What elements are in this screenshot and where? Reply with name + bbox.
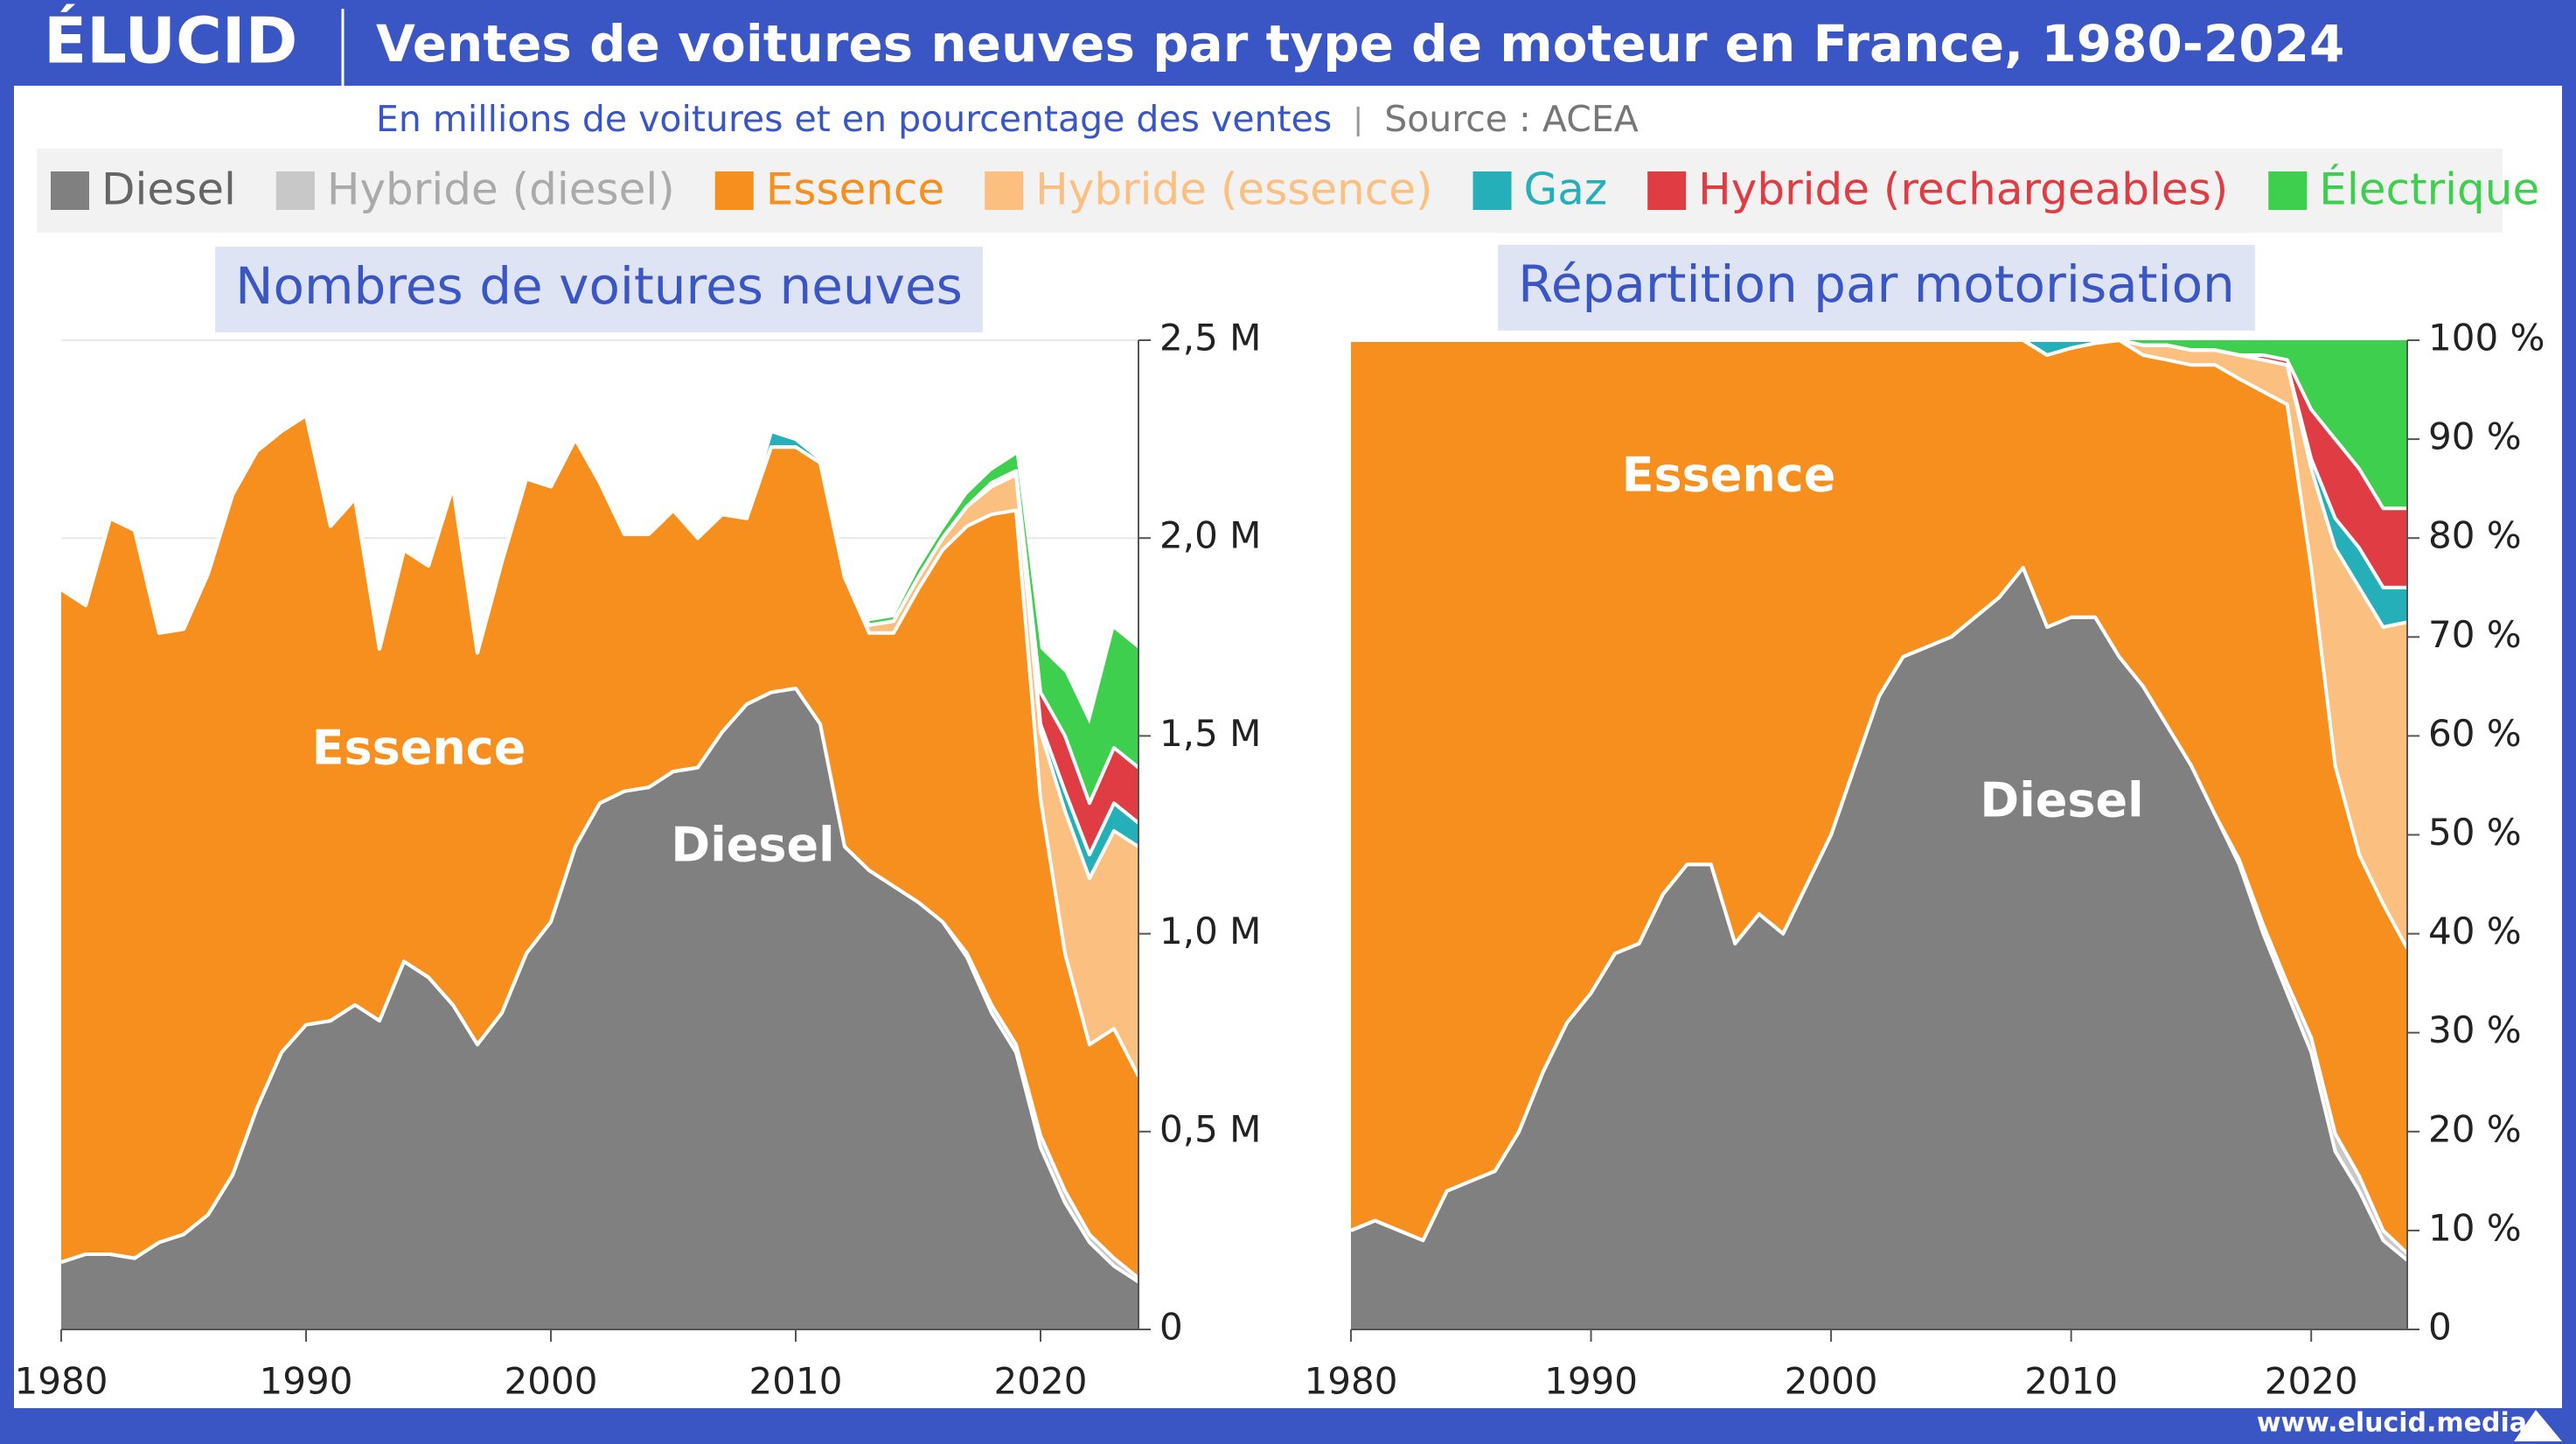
annotation: Diesel: [1980, 773, 2143, 828]
y-tick-label: 0: [2428, 1306, 2452, 1349]
y-tick-label: 80 %: [2428, 514, 2522, 557]
y-tick-label: 1,0 M: [1159, 910, 1261, 952]
area: [61, 415, 1138, 1279]
footer-url: www.elucid.media: [2257, 1408, 2527, 1439]
x-tick-label: 1980: [1305, 1360, 1398, 1403]
x-tick-label: 2020: [2265, 1360, 2358, 1403]
x-tick-label: 2010: [2024, 1360, 2118, 1403]
legend-label: Hybride (essence): [1035, 164, 1432, 215]
legend-label: Essence: [766, 164, 944, 215]
x-tick-label: 2000: [505, 1360, 598, 1403]
area: [1351, 340, 2407, 1253]
brand: ÉLUCID: [44, 4, 297, 78]
legend-label: Électrique: [2319, 164, 2539, 215]
area-outline: [1350, 566, 2409, 1255]
panel-title-background: [215, 247, 983, 332]
footer-band: [0, 1408, 2576, 1444]
legend-swatch: [1647, 171, 1687, 210]
legend-label: Diesel: [101, 164, 236, 215]
y-tick-label: 1,5 M: [1159, 712, 1261, 755]
annotation: Essence: [312, 721, 526, 776]
annotation: Diesel: [671, 818, 834, 873]
source: Source : ACEA: [1384, 98, 1639, 140]
legend-swatch: [51, 171, 89, 210]
y-tick-label: 70 %: [2428, 613, 2522, 656]
frame-right: [2562, 0, 2576, 1444]
legend-swatch: [2268, 171, 2308, 210]
y-tick-label: 50 %: [2428, 811, 2522, 854]
x-tick-label: 2000: [1785, 1360, 1878, 1403]
legend-swatch: [985, 171, 1024, 210]
footer-logo: [2514, 1410, 2562, 1441]
y-tick-label: 2,0 M: [1159, 514, 1261, 557]
panel-title-background: [1498, 245, 2255, 331]
legend-swatch: [1472, 171, 1512, 210]
panel-title: Répartition par motorisation: [1518, 255, 2235, 314]
legend-swatch: [714, 171, 754, 210]
y-tick-label: 10 %: [2428, 1206, 2522, 1249]
x-tick-label: 1990: [1544, 1360, 1638, 1403]
area-outline: [1351, 338, 2407, 511]
legend-swatch: [275, 171, 315, 210]
x-tick-label: 1980: [15, 1360, 108, 1403]
x-tick-label: 1990: [260, 1360, 353, 1403]
annotation: Essence: [1622, 448, 1836, 503]
subtitle: En millions de voitures et en pourcentag…: [376, 98, 1332, 140]
header-band: [0, 0, 2576, 86]
y-tick-label: 0: [1159, 1306, 1183, 1349]
y-tick-label: 60 %: [2428, 712, 2522, 755]
y-tick-label: 90 %: [2428, 415, 2522, 458]
y-tick-label: 2,5 M: [1159, 317, 1261, 359]
legend-label: Gaz: [1524, 164, 1608, 215]
x-tick-label: 2020: [994, 1360, 1088, 1403]
legend-background: [37, 149, 2503, 233]
y-tick-label: 100 %: [2428, 317, 2545, 359]
panel-title: Nombres de voitures neuves: [235, 256, 963, 316]
y-tick-label: 30 %: [2428, 1008, 2522, 1051]
y-tick-label: 0,5 M: [1159, 1107, 1261, 1150]
legend-label: Hybride (rechargeables): [1698, 164, 2228, 215]
x-tick-label: 2010: [749, 1360, 843, 1403]
y-tick-label: 40 %: [2428, 910, 2522, 952]
title: Ventes de voitures neuves par type de mo…: [376, 14, 2344, 73]
area: [1351, 340, 2407, 509]
legend-label: Hybride (diesel): [327, 164, 675, 215]
frame-left: [0, 0, 14, 1444]
y-tick-label: 20 %: [2428, 1107, 2522, 1150]
area-outline: [59, 414, 1140, 806]
area: [61, 688, 1138, 1329]
area-outline: [60, 687, 1140, 1280]
area: [1351, 568, 2407, 1329]
